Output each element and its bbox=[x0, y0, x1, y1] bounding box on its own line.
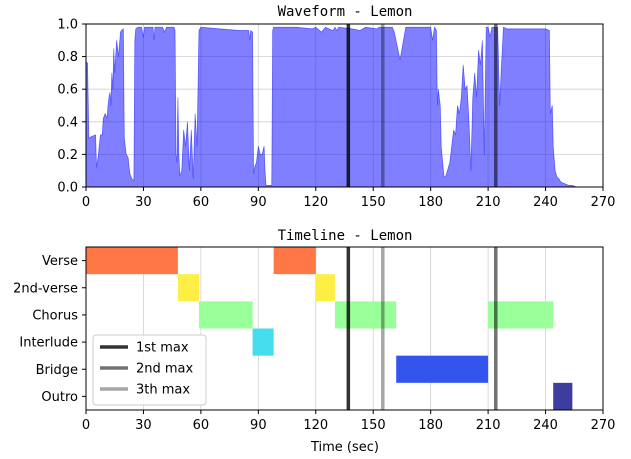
waveform-x-tick-label: 60 bbox=[193, 195, 210, 210]
timeline-y-tick-label: Outro bbox=[41, 390, 78, 405]
timeline-y-tick-label: Chorus bbox=[32, 308, 78, 323]
segment-interlude bbox=[252, 328, 274, 356]
timeline-x-tick-label: 0 bbox=[82, 418, 90, 433]
waveform-x-tick-label: 120 bbox=[303, 195, 328, 210]
segment-verse bbox=[86, 247, 178, 275]
timeline-segments bbox=[86, 247, 573, 410]
segment-chorus bbox=[198, 301, 253, 329]
timeline-y-ticks: Verse 2nd-verse Chorus Interlude Bridge Outro bbox=[13, 254, 86, 405]
segment-2nd-verse bbox=[315, 274, 335, 302]
legend-label: 1st max bbox=[136, 341, 189, 356]
waveform-x-ticks: 0 30 60 90 120 150 180 210 240 270 bbox=[82, 187, 616, 210]
waveform-x-tick-label: 150 bbox=[361, 195, 386, 210]
waveform-y-tick-label: 0.0 bbox=[57, 181, 78, 196]
waveform-markers bbox=[346, 24, 498, 187]
timeline-y-tick-label: Verse bbox=[42, 254, 78, 269]
segment-outro bbox=[553, 382, 573, 410]
legend-label: 3th max bbox=[136, 383, 190, 398]
waveform-x-tick-label: 0 bbox=[82, 195, 90, 210]
timeline-y-tick-label: Bridge bbox=[36, 363, 78, 378]
segment-chorus bbox=[334, 301, 397, 329]
waveform-y-tick-label: 0.6 bbox=[57, 83, 78, 98]
segment-bridge bbox=[396, 355, 489, 383]
waveform-x-tick-label: 270 bbox=[591, 195, 616, 210]
waveform-frame bbox=[85, 23, 604, 188]
waveform-y-tick-label: 0.2 bbox=[57, 148, 78, 163]
waveform-chart: Waveform - Lemon 0 30 60 90 120 150 180 210 240 2… bbox=[57, 4, 615, 210]
legend-box bbox=[92, 334, 207, 406]
segment-chorus bbox=[488, 301, 554, 329]
timeline-x-tick-label: 60 bbox=[193, 418, 210, 433]
timeline-markers bbox=[346, 247, 498, 410]
timeline-title: Timeline - Lemon bbox=[278, 228, 413, 244]
waveform-x-tick-label: 180 bbox=[418, 195, 443, 210]
waveform-x-tick-label: 210 bbox=[476, 195, 501, 210]
timeline-y-tick-label: Interlude bbox=[19, 336, 78, 351]
legend: 1st max 2nd max 3th max bbox=[92, 334, 207, 406]
timeline-x-axis-label: Time (sec) bbox=[310, 440, 379, 455]
timeline-x-ticks: 0 30 60 90 120 150 180 210 240 270 bbox=[82, 410, 616, 433]
legend-label: 2nd max bbox=[136, 362, 194, 377]
waveform-y-tick-label: 0.4 bbox=[57, 115, 78, 130]
waveform-y-tick-label: 1.0 bbox=[57, 18, 78, 33]
timeline-x-tick-label: 120 bbox=[303, 418, 328, 433]
timeline-x-tick-label: 150 bbox=[361, 418, 386, 433]
segment-verse bbox=[273, 247, 316, 275]
waveform-y-tick-label: 0.8 bbox=[57, 50, 78, 65]
segment-2nd-verse bbox=[177, 274, 199, 302]
timeline-x-tick-label: 210 bbox=[476, 418, 501, 433]
waveform-x-tick-label: 30 bbox=[135, 195, 152, 210]
timeline-x-tick-label: 240 bbox=[533, 418, 558, 433]
timeline-y-tick-label: 2nd-verse bbox=[13, 281, 78, 296]
waveform-x-tick-label: 90 bbox=[250, 195, 267, 210]
timeline-frame bbox=[85, 246, 604, 411]
timeline-x-tick-label: 30 bbox=[135, 418, 152, 433]
waveform-x-tick-label: 240 bbox=[533, 195, 558, 210]
waveform-y-ticks: 0.0 0.2 0.4 0.6 0.8 1.0 bbox=[57, 18, 86, 196]
timeline-chart: Timeline - Lemon 0 30 60 90 120 150 180 210 240 2… bbox=[13, 228, 615, 455]
timeline-x-tick-label: 180 bbox=[418, 418, 443, 433]
timeline-x-tick-label: 270 bbox=[591, 418, 616, 433]
waveform-area bbox=[85, 26, 577, 188]
timeline-x-tick-label: 90 bbox=[250, 418, 267, 433]
waveform-title: Waveform - Lemon bbox=[278, 4, 413, 20]
